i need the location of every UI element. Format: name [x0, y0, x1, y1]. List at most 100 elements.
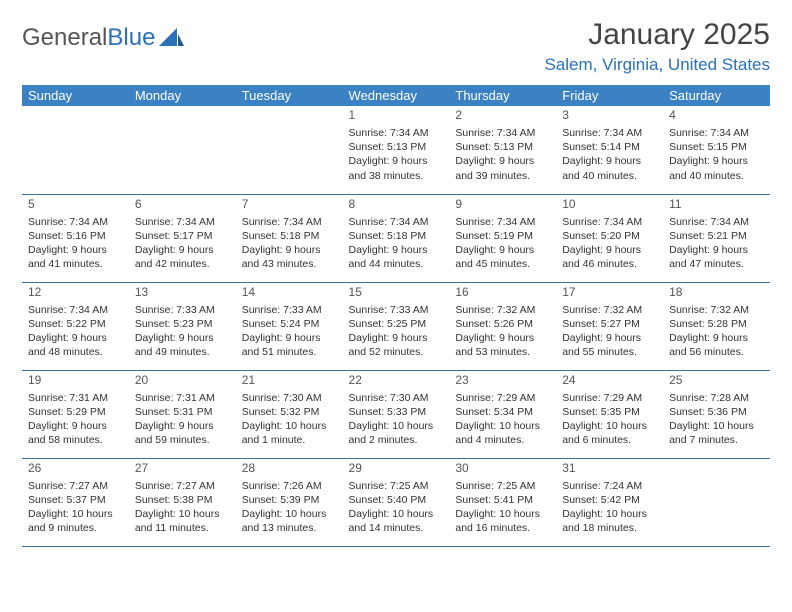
- day-number: [663, 459, 770, 475]
- weekday-header: Tuesday: [236, 85, 343, 106]
- day-cell: 7Sunrise: 7:34 AM Sunset: 5:18 PM Daylig…: [236, 194, 343, 282]
- title-block: January 2025 Salem, Virginia, United Sta…: [544, 18, 770, 75]
- day-cell: 1Sunrise: 7:34 AM Sunset: 5:13 PM Daylig…: [343, 106, 450, 194]
- brand-part2: Blue: [107, 24, 155, 52]
- day-number: 2: [449, 106, 556, 124]
- day-info: Sunrise: 7:34 AM Sunset: 5:16 PM Dayligh…: [22, 213, 129, 276]
- day-cell: 8Sunrise: 7:34 AM Sunset: 5:18 PM Daylig…: [343, 194, 450, 282]
- day-number: [129, 106, 236, 122]
- weekday-header: Monday: [129, 85, 236, 106]
- day-info: Sunrise: 7:27 AM Sunset: 5:38 PM Dayligh…: [129, 477, 236, 540]
- day-number: 6: [129, 195, 236, 213]
- day-info: Sunrise: 7:29 AM Sunset: 5:35 PM Dayligh…: [556, 389, 663, 452]
- day-number: 20: [129, 371, 236, 389]
- day-info: Sunrise: 7:31 AM Sunset: 5:31 PM Dayligh…: [129, 389, 236, 452]
- day-number: 21: [236, 371, 343, 389]
- day-cell: [236, 106, 343, 194]
- day-number: 24: [556, 371, 663, 389]
- day-cell: 23Sunrise: 7:29 AM Sunset: 5:34 PM Dayli…: [449, 370, 556, 458]
- day-cell: 11Sunrise: 7:34 AM Sunset: 5:21 PM Dayli…: [663, 194, 770, 282]
- day-cell: 4Sunrise: 7:34 AM Sunset: 5:15 PM Daylig…: [663, 106, 770, 194]
- day-cell: 22Sunrise: 7:30 AM Sunset: 5:33 PM Dayli…: [343, 370, 450, 458]
- weekday-header: Saturday: [663, 85, 770, 106]
- day-cell: 10Sunrise: 7:34 AM Sunset: 5:20 PM Dayli…: [556, 194, 663, 282]
- day-cell: 25Sunrise: 7:28 AM Sunset: 5:36 PM Dayli…: [663, 370, 770, 458]
- calendar-body: 1Sunrise: 7:34 AM Sunset: 5:13 PM Daylig…: [22, 106, 770, 546]
- day-cell: 6Sunrise: 7:34 AM Sunset: 5:17 PM Daylig…: [129, 194, 236, 282]
- day-number: 17: [556, 283, 663, 301]
- day-info: Sunrise: 7:32 AM Sunset: 5:28 PM Dayligh…: [663, 301, 770, 364]
- calendar-container: Sunday Monday Tuesday Wednesday Thursday…: [22, 85, 770, 547]
- day-info: Sunrise: 7:25 AM Sunset: 5:40 PM Dayligh…: [343, 477, 450, 540]
- day-cell: 21Sunrise: 7:30 AM Sunset: 5:32 PM Dayli…: [236, 370, 343, 458]
- day-cell: 26Sunrise: 7:27 AM Sunset: 5:37 PM Dayli…: [22, 458, 129, 546]
- day-cell: 18Sunrise: 7:32 AM Sunset: 5:28 PM Dayli…: [663, 282, 770, 370]
- month-title: January 2025: [544, 18, 770, 51]
- day-number: 9: [449, 195, 556, 213]
- day-number: 25: [663, 371, 770, 389]
- day-cell: 24Sunrise: 7:29 AM Sunset: 5:35 PM Dayli…: [556, 370, 663, 458]
- day-cell: 9Sunrise: 7:34 AM Sunset: 5:19 PM Daylig…: [449, 194, 556, 282]
- day-cell: 20Sunrise: 7:31 AM Sunset: 5:31 PM Dayli…: [129, 370, 236, 458]
- day-number: 4: [663, 106, 770, 124]
- day-cell: 27Sunrise: 7:27 AM Sunset: 5:38 PM Dayli…: [129, 458, 236, 546]
- day-info: Sunrise: 7:34 AM Sunset: 5:21 PM Dayligh…: [663, 213, 770, 276]
- day-info: Sunrise: 7:33 AM Sunset: 5:25 PM Dayligh…: [343, 301, 450, 364]
- day-info: Sunrise: 7:24 AM Sunset: 5:42 PM Dayligh…: [556, 477, 663, 540]
- day-info: Sunrise: 7:33 AM Sunset: 5:23 PM Dayligh…: [129, 301, 236, 364]
- day-info: Sunrise: 7:27 AM Sunset: 5:37 PM Dayligh…: [22, 477, 129, 540]
- day-info: Sunrise: 7:34 AM Sunset: 5:13 PM Dayligh…: [343, 124, 450, 187]
- week-row: 12Sunrise: 7:34 AM Sunset: 5:22 PM Dayli…: [22, 282, 770, 370]
- calendar-table: Sunday Monday Tuesday Wednesday Thursday…: [22, 85, 770, 546]
- day-info: Sunrise: 7:31 AM Sunset: 5:29 PM Dayligh…: [22, 389, 129, 452]
- day-number: 16: [449, 283, 556, 301]
- day-cell: 14Sunrise: 7:33 AM Sunset: 5:24 PM Dayli…: [236, 282, 343, 370]
- day-cell: 3Sunrise: 7:34 AM Sunset: 5:14 PM Daylig…: [556, 106, 663, 194]
- brand-part1: General: [22, 24, 107, 52]
- day-number: 18: [663, 283, 770, 301]
- day-cell: [22, 106, 129, 194]
- day-number: 8: [343, 195, 450, 213]
- day-number: 19: [22, 371, 129, 389]
- day-cell: [129, 106, 236, 194]
- weekday-header: Thursday: [449, 85, 556, 106]
- week-row: 19Sunrise: 7:31 AM Sunset: 5:29 PM Dayli…: [22, 370, 770, 458]
- day-info: Sunrise: 7:34 AM Sunset: 5:15 PM Dayligh…: [663, 124, 770, 187]
- day-cell: 17Sunrise: 7:32 AM Sunset: 5:27 PM Dayli…: [556, 282, 663, 370]
- day-number: 10: [556, 195, 663, 213]
- day-cell: [663, 458, 770, 546]
- day-cell: 15Sunrise: 7:33 AM Sunset: 5:25 PM Dayli…: [343, 282, 450, 370]
- day-info: Sunrise: 7:34 AM Sunset: 5:19 PM Dayligh…: [449, 213, 556, 276]
- day-number: 12: [22, 283, 129, 301]
- day-number: 14: [236, 283, 343, 301]
- day-cell: 5Sunrise: 7:34 AM Sunset: 5:16 PM Daylig…: [22, 194, 129, 282]
- day-number: 1: [343, 106, 450, 124]
- day-cell: 30Sunrise: 7:25 AM Sunset: 5:41 PM Dayli…: [449, 458, 556, 546]
- brand-logo: GeneralBlue: [22, 24, 185, 52]
- day-info: Sunrise: 7:29 AM Sunset: 5:34 PM Dayligh…: [449, 389, 556, 452]
- day-info: Sunrise: 7:34 AM Sunset: 5:17 PM Dayligh…: [129, 213, 236, 276]
- day-info: Sunrise: 7:34 AM Sunset: 5:14 PM Dayligh…: [556, 124, 663, 187]
- day-cell: 2Sunrise: 7:34 AM Sunset: 5:13 PM Daylig…: [449, 106, 556, 194]
- day-cell: 12Sunrise: 7:34 AM Sunset: 5:22 PM Dayli…: [22, 282, 129, 370]
- day-info: Sunrise: 7:34 AM Sunset: 5:22 PM Dayligh…: [22, 301, 129, 364]
- week-row: 1Sunrise: 7:34 AM Sunset: 5:13 PM Daylig…: [22, 106, 770, 194]
- day-info: Sunrise: 7:26 AM Sunset: 5:39 PM Dayligh…: [236, 477, 343, 540]
- day-info: Sunrise: 7:25 AM Sunset: 5:41 PM Dayligh…: [449, 477, 556, 540]
- day-number: 28: [236, 459, 343, 477]
- day-number: [22, 106, 129, 122]
- day-number: [236, 106, 343, 122]
- day-info: [236, 122, 343, 128]
- day-number: 5: [22, 195, 129, 213]
- day-number: 30: [449, 459, 556, 477]
- day-info: [663, 475, 770, 481]
- calendar-page: GeneralBlue January 2025 Salem, Virginia…: [0, 0, 792, 557]
- day-number: 13: [129, 283, 236, 301]
- day-number: 3: [556, 106, 663, 124]
- day-info: [129, 122, 236, 128]
- week-row: 26Sunrise: 7:27 AM Sunset: 5:37 PM Dayli…: [22, 458, 770, 546]
- weekday-header-row: Sunday Monday Tuesday Wednesday Thursday…: [22, 85, 770, 106]
- day-number: 11: [663, 195, 770, 213]
- sail-icon: [159, 28, 185, 48]
- day-info: Sunrise: 7:30 AM Sunset: 5:33 PM Dayligh…: [343, 389, 450, 452]
